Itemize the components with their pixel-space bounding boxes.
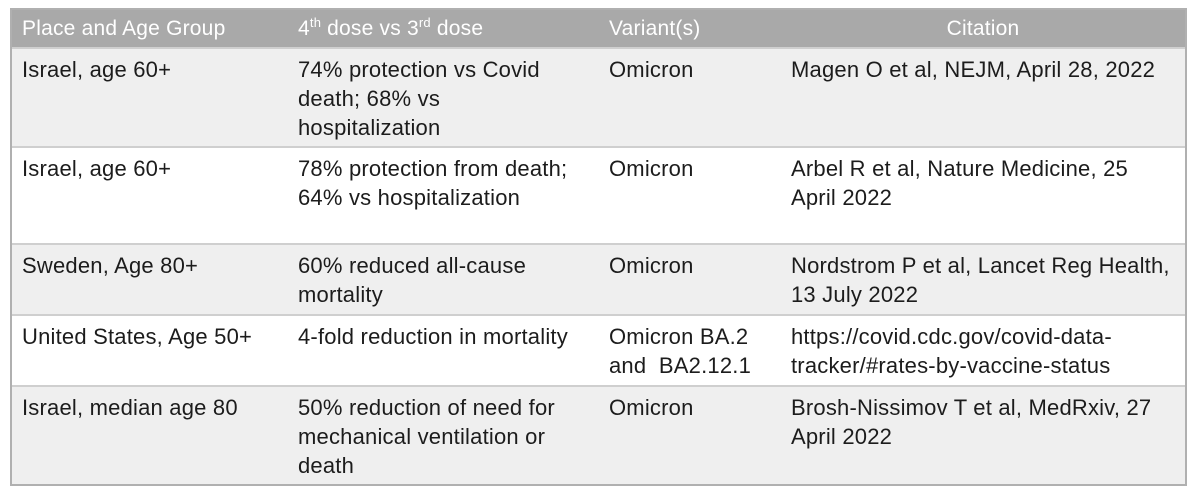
cell-place: Sweden, Age 80+ xyxy=(22,253,199,278)
column-header-place: Place and Age Group xyxy=(12,17,288,41)
cell-place: Israel, median age 80 xyxy=(22,395,238,420)
table-row: Israel, age 60+ 74% protection vs Covid … xyxy=(12,47,1185,146)
dose-header-text-mid: dose vs 3 xyxy=(321,16,419,40)
dose-header-superscript-rd: rd xyxy=(418,14,431,30)
table-row: United States, Age 50+ 4-fold reduction … xyxy=(12,314,1185,385)
table-row: Sweden, Age 80+ 60% reduced all-cause mo… xyxy=(12,243,1185,314)
cell-place: United States, Age 50+ xyxy=(22,324,253,349)
cell-result: 60% reduced all-cause mortality xyxy=(298,253,533,307)
cell-place: Israel, age 60+ xyxy=(22,156,172,181)
dose-header-text: 4 xyxy=(298,16,310,40)
cell-result: 4-fold reduction in mortality xyxy=(298,324,568,349)
table-row: Israel, median age 80 50% reduction of n… xyxy=(12,385,1185,484)
cell-variant: Omicron xyxy=(609,253,694,278)
cell-variant: Omicron xyxy=(609,395,694,420)
column-header-citation-label: Citation xyxy=(946,16,1020,40)
table-row: Israel, age 60+ 78% protection from deat… xyxy=(12,146,1185,243)
cell-citation: Arbel R et al, Nature Medicine, 25 April… xyxy=(791,156,1134,210)
cell-result: 74% protection vs Covid death; 68% vs ho… xyxy=(298,57,547,140)
cell-citation-url: https://covid.cdc.gov/covid-data-tracker… xyxy=(791,324,1112,378)
cell-result: 78% protection from death; 64% vs hospit… xyxy=(298,156,574,210)
dose-header-superscript-th: th xyxy=(309,14,322,30)
cell-result: 50% reduction of need for mechanical ven… xyxy=(298,395,562,478)
column-header-dose-comparison: 4th dose vs 3rd dose xyxy=(288,14,599,41)
column-header-place-label: Place and Age Group xyxy=(22,16,226,40)
cell-variant: Omicron BA.2 and BA2.12.1 xyxy=(609,324,755,378)
column-header-citation: Citation xyxy=(781,17,1185,41)
cell-variant: Omicron xyxy=(609,156,694,181)
cell-variant: Omicron xyxy=(609,57,694,82)
study-results-table: Place and Age Group 4th dose vs 3rd dose… xyxy=(10,8,1187,486)
column-header-variants: Variant(s) xyxy=(599,17,781,41)
cell-citation: Nordstrom P et al, Lancet Reg Health, 13… xyxy=(791,253,1177,307)
cell-citation: Magen O et al, NEJM, April 28, 2022 xyxy=(791,57,1156,82)
cell-citation: Brosh-Nissimov T et al, MedRxiv, 27 Apri… xyxy=(791,395,1157,449)
dose-header-text-end: dose xyxy=(430,16,484,40)
table-header-row: Place and Age Group 4th dose vs 3rd dose… xyxy=(12,10,1185,47)
column-header-variants-label: Variant(s) xyxy=(609,16,701,40)
cell-place: Israel, age 60+ xyxy=(22,57,172,82)
